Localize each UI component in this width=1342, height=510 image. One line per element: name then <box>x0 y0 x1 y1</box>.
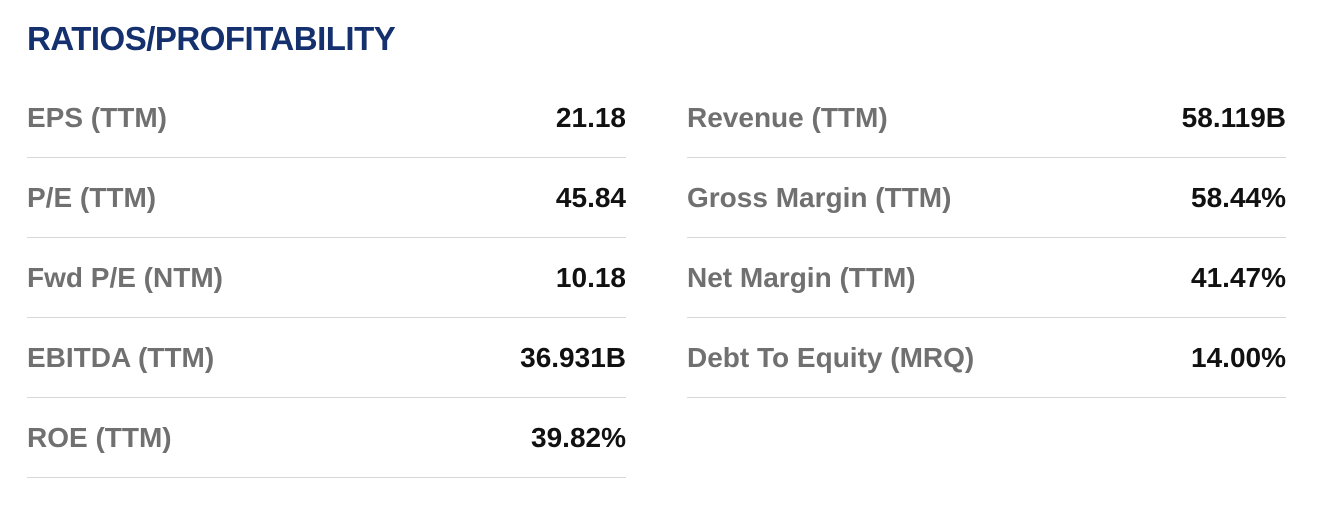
ratio-row: Revenue (TTM) 58.119B <box>687 78 1286 158</box>
ratio-value: 58.44% <box>1191 181 1286 213</box>
ratio-label: P/E (TTM) <box>27 181 157 213</box>
ratio-label: EBITDA (TTM) <box>27 341 215 373</box>
ratio-label: EPS (TTM) <box>27 101 167 133</box>
ratio-value: 10.18 <box>555 261 626 293</box>
ratio-row: Fwd P/E (NTM) 10.18 <box>27 238 626 318</box>
ratio-row: Net Margin (TTM) 41.47% <box>687 238 1286 318</box>
ratio-label: Revenue (TTM) <box>687 101 888 133</box>
ratio-value: 36.931B <box>520 341 626 373</box>
ratio-column: EPS (TTM) 21.18 P/E (TTM) 45.84 Fwd P/E (NTM… <box>27 78 626 478</box>
ratio-label: Fwd P/E (NTM) <box>27 261 223 293</box>
ratio-row: Debt To Equity (MRQ) 14.00% <box>687 318 1286 398</box>
ratio-value: 58.119B <box>1181 101 1286 133</box>
section-title: RATIOS/PROFITABILITY <box>27 20 396 57</box>
ratio-row: P/E (TTM) 45.84 <box>27 158 626 238</box>
ratio-column: Revenue (TTM) 58.119B Gross Margin (TTM) 58… <box>687 78 1286 398</box>
ratio-row: EBITDA (TTM) 36.931B <box>27 318 626 398</box>
ratio-value: 39.82% <box>531 421 626 453</box>
ratio-value: 41.47% <box>1191 261 1286 293</box>
ratio-label: Net Margin (TTM) <box>687 261 916 293</box>
ratio-label: ROE (TTM) <box>27 421 172 453</box>
ratio-value: 21.18 <box>555 101 626 133</box>
ratio-row: Gross Margin (TTM) 58.44% <box>687 158 1286 238</box>
ratio-value: 14.00% <box>1191 341 1286 373</box>
ratio-value: 45.84 <box>555 181 626 213</box>
ratio-label: Debt To Equity (MRQ) <box>687 341 975 373</box>
ratio-label: Gross Margin (TTM) <box>687 181 952 213</box>
ratio-row: ROE (TTM) 39.82% <box>27 398 626 478</box>
ratio-row: EPS (TTM) 21.18 <box>27 78 626 158</box>
